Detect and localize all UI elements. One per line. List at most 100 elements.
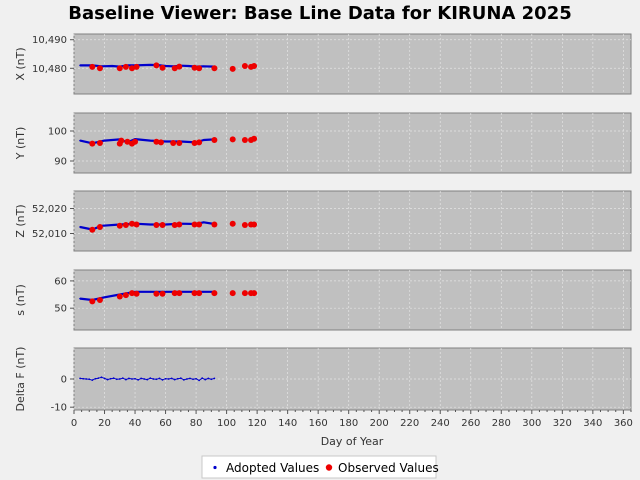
adopted-point	[124, 378, 127, 381]
observed-point	[176, 140, 183, 146]
y-tick-label: 10,480	[32, 64, 67, 75]
observed-point	[159, 222, 166, 228]
adopted-point	[202, 290, 205, 293]
adopted-point	[79, 139, 82, 142]
x-axis-label: Day of Year	[321, 435, 384, 448]
adopted-point	[182, 378, 185, 381]
x-tick-label: 140	[278, 418, 297, 429]
adopted-point	[202, 139, 205, 141]
adopted-point	[170, 377, 173, 380]
adopted-point	[141, 64, 144, 67]
adopted-point	[152, 378, 155, 380]
adopted-point	[112, 377, 115, 380]
observed-point	[153, 62, 160, 69]
adopted-point	[149, 139, 152, 142]
adopted-point	[195, 377, 197, 380]
adopted-point	[143, 378, 146, 380]
y-axis-label: Z (nT)	[14, 204, 27, 237]
adopted-point	[149, 223, 152, 226]
x-axis: 0 20 40 60 80 100 120 140 160 180 200 220 240 260 280 3…	[71, 409, 633, 429]
adopted-point	[88, 378, 91, 381]
observed-point	[116, 65, 123, 72]
adopted-point	[204, 378, 207, 381]
adopted-point	[137, 378, 139, 381]
adopted-point	[149, 377, 152, 380]
observed-point	[133, 63, 140, 70]
adopted-point	[213, 377, 216, 380]
adopted-point	[173, 378, 176, 381]
adopted-point	[155, 378, 158, 381]
observed-point	[229, 220, 236, 227]
observed-point	[124, 138, 131, 145]
observed-point	[211, 137, 218, 143]
observed-point	[196, 65, 203, 72]
adopted-point	[187, 65, 190, 67]
y-axis-label: s (nT)	[14, 284, 27, 316]
y-tick-label: 90	[54, 157, 67, 168]
observed-point	[196, 221, 203, 228]
panel-2: 52,010 52,020 Z (nT)	[14, 190, 632, 252]
legend-observed-marker	[325, 464, 333, 471]
x-tick-label: 180	[339, 418, 358, 429]
y-tick-label: 50	[54, 304, 67, 315]
adopted-point	[106, 378, 109, 381]
observed-point	[191, 140, 198, 146]
adopted-point	[179, 377, 182, 380]
adopted-point	[79, 226, 82, 228]
adopted-point	[210, 378, 213, 381]
chart-title: Baseline Viewer: Base Line Data for KIRU…	[68, 3, 572, 24]
observed-point	[133, 290, 140, 297]
observed-point	[122, 63, 129, 70]
adopted-point	[161, 378, 164, 381]
adopted-point	[167, 378, 170, 380]
observed-point	[153, 138, 160, 145]
x-tick-label: 60	[159, 418, 172, 429]
observed-point	[170, 140, 177, 146]
y-tick-label: 10,490	[32, 35, 67, 46]
observed-point	[171, 65, 178, 72]
x-tick-label: 280	[492, 418, 511, 429]
observed-point	[122, 292, 129, 299]
observed-point	[171, 222, 178, 228]
y-tick-label: -10	[51, 403, 67, 414]
observed-point	[133, 221, 140, 228]
observed-point	[251, 221, 258, 228]
x-tick-label: 340	[583, 418, 602, 429]
adopted-point	[82, 377, 85, 380]
adopted-point	[201, 377, 204, 380]
observed-point	[241, 222, 248, 228]
adopted-point	[192, 378, 194, 381]
x-tick-label: 320	[553, 418, 572, 429]
panel-1: 90 100 Y (nT)	[14, 112, 632, 174]
chart-panels: 10,480 10,490 X (nT) 90 100 Y (nT) 52,010 52,02…	[14, 33, 632, 414]
chart-legend: Adopted Values Observed Values	[201, 455, 439, 479]
observed-point	[251, 135, 258, 142]
adopted-point	[103, 139, 106, 142]
adopted-point	[79, 377, 82, 380]
x-tick-label: 240	[431, 418, 450, 429]
adopted-point	[109, 377, 112, 380]
observed-point	[96, 297, 103, 303]
observed-point	[159, 64, 166, 71]
observed-point	[159, 290, 166, 297]
adopted-point	[103, 296, 106, 299]
observed-point	[176, 63, 183, 70]
observed-point	[251, 290, 258, 297]
observed-point	[191, 221, 198, 228]
adopted-point	[149, 63, 152, 66]
observed-point	[176, 290, 183, 297]
observed-point	[96, 224, 103, 230]
legend-observed-label: Observed Values	[338, 461, 439, 475]
adopted-point	[202, 221, 205, 224]
adopted-point	[100, 376, 103, 379]
observed-point	[211, 221, 218, 228]
x-tick-label: 0	[71, 418, 77, 429]
y-tick-label: 100	[48, 127, 67, 138]
observed-point	[196, 290, 203, 297]
panel-background	[73, 33, 632, 95]
adopted-point	[146, 378, 149, 381]
observed-point	[176, 221, 183, 228]
panel-3: 50 60 s (nT)	[14, 269, 632, 331]
